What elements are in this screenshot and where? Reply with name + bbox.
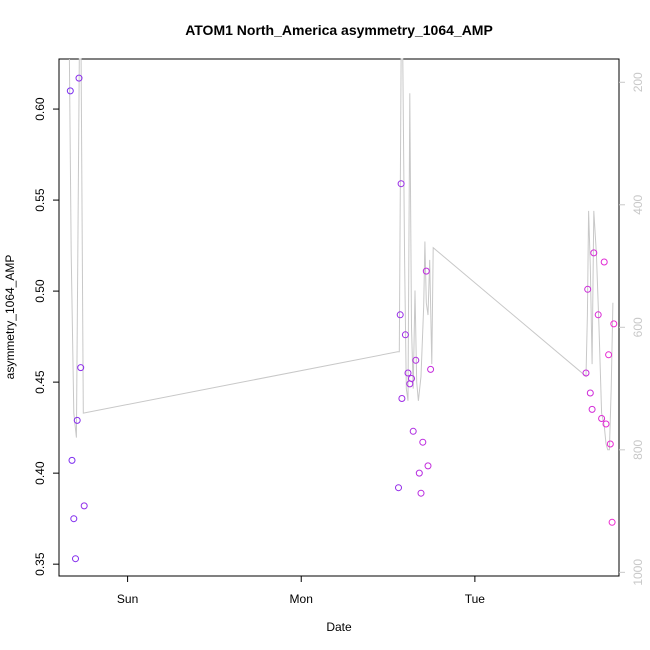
data-point <box>73 416 81 424</box>
data-point <box>398 395 406 402</box>
y-tick-label: 0.60 <box>33 97 47 121</box>
data-point <box>72 555 79 563</box>
y2-tick-label: 800 <box>631 439 645 459</box>
x-axis: Sun Mon Tue <box>117 576 485 606</box>
y-tick-label: 0.40 <box>33 461 47 485</box>
data-point <box>395 484 402 492</box>
point-series <box>66 74 618 563</box>
data-point <box>415 469 423 477</box>
data-point <box>427 365 435 373</box>
y-axis: 0.35 0.40 0.45 0.50 0.55 0.60 <box>33 97 59 576</box>
data-point <box>70 515 78 523</box>
y-tick-label: 0.35 <box>33 552 47 576</box>
data-point <box>608 518 616 526</box>
data-point <box>408 375 415 382</box>
data-point <box>404 369 412 377</box>
data-point <box>606 440 614 448</box>
y2-tick-label: 1000 <box>631 559 645 586</box>
y-tick-label: 0.50 <box>33 279 47 303</box>
y-tick-label: 0.45 <box>33 370 47 394</box>
data-point <box>424 462 432 470</box>
right-axis: 200 400 600 800 1000 <box>619 72 645 586</box>
data-point <box>412 356 420 364</box>
data-point <box>401 331 409 339</box>
data-point <box>584 285 592 293</box>
y2-tick-label: 200 <box>631 72 645 92</box>
y2-tick-label: 400 <box>631 194 645 214</box>
data-point <box>68 456 76 464</box>
y2-tick-label: 600 <box>631 317 645 337</box>
data-point <box>419 438 427 446</box>
y-axis-label: asymmetry_1064_AMP <box>3 255 17 380</box>
data-point <box>598 415 606 422</box>
data-point <box>586 389 594 397</box>
x-tick-label: Mon <box>290 592 313 606</box>
data-point <box>397 180 405 188</box>
chart-title: ATOM1 North_America asymmetry_1064_AMP <box>185 22 493 38</box>
data-point <box>610 320 618 328</box>
data-point <box>75 74 83 82</box>
data-point <box>605 351 613 359</box>
x-tick-label: Tue <box>465 592 486 606</box>
data-point <box>600 258 608 266</box>
series-line <box>68 58 614 451</box>
data-point <box>80 502 88 510</box>
data-point <box>422 267 430 275</box>
x-axis-label: Date <box>326 620 352 634</box>
data-point <box>66 87 74 95</box>
data-point <box>588 405 596 413</box>
line-series <box>68 58 614 451</box>
data-point <box>594 311 602 319</box>
data-point <box>590 249 598 257</box>
plot-frame <box>58 58 620 577</box>
data-point <box>417 489 425 497</box>
x-tick-label: Sun <box>117 592 138 606</box>
data-point <box>582 369 590 377</box>
data-point <box>77 364 85 372</box>
data-point <box>409 427 417 435</box>
data-point <box>396 311 404 319</box>
data-point <box>602 420 610 428</box>
y-tick-label: 0.55 <box>33 188 47 212</box>
